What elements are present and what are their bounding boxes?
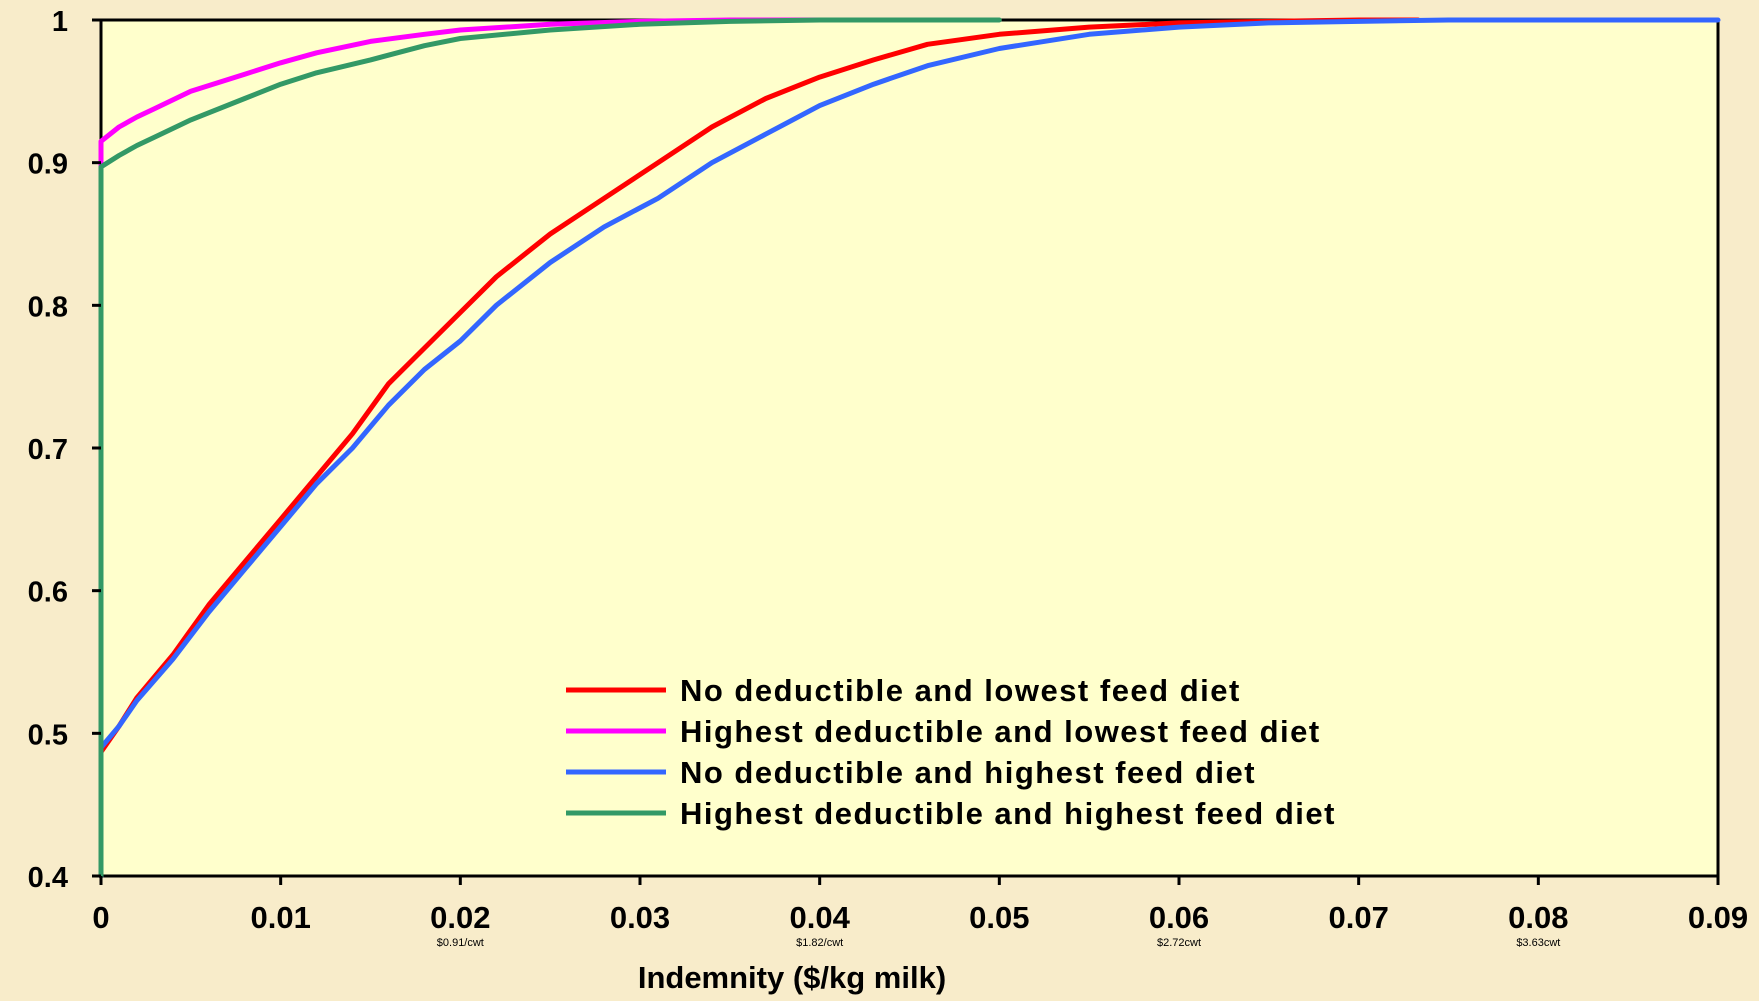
y-tick-label: 0.9 xyxy=(28,149,68,181)
x-tick-label: 0.07 xyxy=(1328,900,1388,935)
series-line-1 xyxy=(98,17,1421,879)
x-tick-label: 0.05 xyxy=(969,900,1029,935)
legend-label-4: Highest deductible and highest feed diet xyxy=(680,796,1336,831)
x-tick-label: 0.09 xyxy=(1688,900,1748,935)
legend-label-2: Highest deductible and lowest feed diet xyxy=(680,714,1321,749)
y-tick-label: 0.8 xyxy=(28,291,68,323)
y-tick-label: 0.5 xyxy=(28,719,68,751)
x-tick-sublabel: $2.72cwt xyxy=(1157,937,1201,949)
x-tick-sublabel: $0.91/cwt xyxy=(437,937,484,949)
series-line-3 xyxy=(98,17,1721,879)
legend: No deductible and lowest feed diet Highes… xyxy=(566,673,1336,831)
axis-layer: 0 0.01 0.02 0.03 0.04 0.05 0.06 0.07 0.08 0.09 $0.… xyxy=(28,6,1749,949)
x-tick-label: 0.03 xyxy=(610,900,670,935)
y-tick-label: 0.7 xyxy=(28,434,68,466)
x-tick-sublabel: $1.82/cwt xyxy=(796,937,843,949)
y-tick-label: 0.4 xyxy=(28,862,68,894)
x-tick-label: 0 xyxy=(92,900,109,935)
x-tick-label: 0.06 xyxy=(1149,900,1209,935)
x-tick-label: 0.02 xyxy=(430,900,490,935)
y-tick-label: 0.6 xyxy=(28,577,68,609)
x-axis-label: Indemnity ($/kg milk) xyxy=(638,960,946,995)
series-layer xyxy=(98,17,1721,879)
series-line-4 xyxy=(98,17,1002,879)
plot-area xyxy=(99,18,1720,878)
legend-label-3: No deductible and highest feed diet xyxy=(680,755,1256,790)
series-line-2 xyxy=(98,17,823,879)
x-tick-sublabel: $3.63cwt xyxy=(1516,937,1560,949)
x-tick-label: 0.08 xyxy=(1508,900,1568,935)
x-tick-label: 0.04 xyxy=(789,900,850,935)
x-tick-label: 0.01 xyxy=(250,900,310,935)
y-tick-label: 1 xyxy=(52,6,68,38)
legend-label-1: No deductible and lowest feed diet xyxy=(680,673,1241,708)
